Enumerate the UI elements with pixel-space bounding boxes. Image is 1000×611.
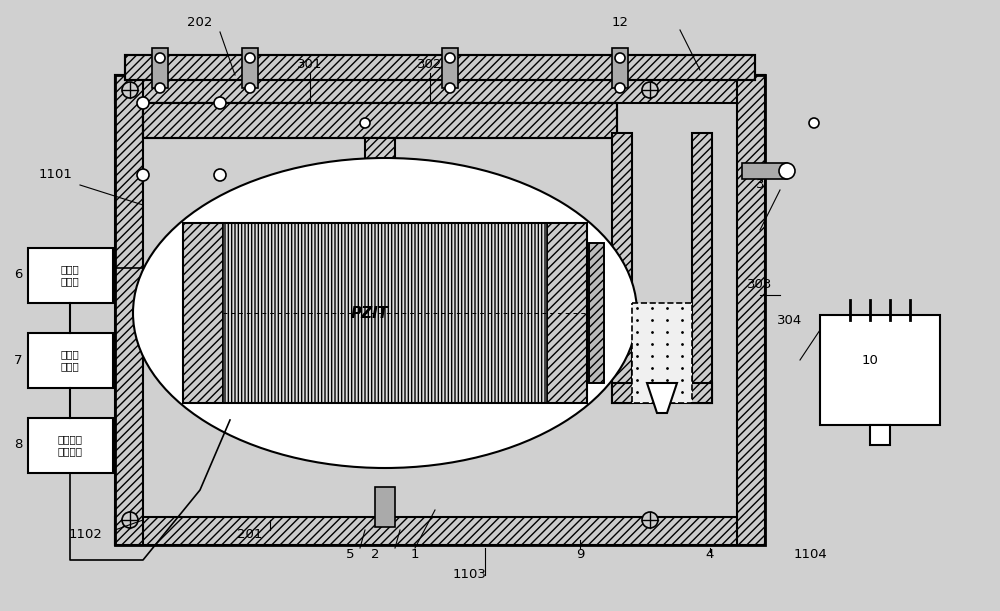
Text: 信号调
理单元: 信号调 理单元 [61, 264, 79, 286]
Text: 303: 303 [747, 279, 773, 291]
Text: 10: 10 [862, 354, 878, 367]
FancyBboxPatch shape [152, 48, 168, 88]
Circle shape [642, 82, 658, 98]
Text: 201: 201 [237, 529, 263, 541]
Text: 1103: 1103 [453, 568, 487, 582]
Text: 202: 202 [187, 15, 213, 29]
Text: 1101: 1101 [38, 169, 72, 181]
Text: 5: 5 [346, 549, 354, 562]
Bar [143, 103, 617, 138]
Text: 7: 7 [14, 354, 22, 367]
Circle shape [615, 83, 625, 93]
Bar [547, 223, 587, 403]
Circle shape [245, 83, 255, 93]
Circle shape [137, 97, 149, 109]
Text: 压电陶瓷
高压电源: 压电陶瓷 高压电源 [58, 434, 82, 456]
Text: 单片机
控制器: 单片机 控制器 [61, 349, 79, 371]
Circle shape [155, 53, 165, 63]
Bar [223, 223, 547, 403]
Text: 9: 9 [576, 549, 584, 562]
Bar [612, 383, 712, 403]
Bar [692, 133, 712, 403]
Text: 301: 301 [297, 59, 323, 71]
Circle shape [214, 97, 226, 109]
Circle shape [642, 512, 658, 528]
Circle shape [445, 83, 455, 93]
Circle shape [137, 169, 149, 181]
Circle shape [360, 118, 370, 128]
Bar [115, 517, 765, 545]
Ellipse shape [133, 158, 637, 468]
Circle shape [214, 169, 226, 181]
Bar [115, 75, 765, 103]
Polygon shape [647, 383, 677, 413]
Circle shape [155, 83, 165, 93]
Circle shape [445, 53, 455, 63]
Text: PZIT: PZIT [351, 306, 389, 321]
FancyBboxPatch shape [242, 48, 258, 88]
Bar [125, 55, 755, 80]
Text: 2: 2 [371, 549, 379, 562]
Bar [632, 303, 692, 403]
Circle shape [122, 82, 138, 98]
FancyBboxPatch shape [820, 315, 940, 425]
Circle shape [809, 118, 819, 128]
FancyBboxPatch shape [375, 487, 395, 527]
Circle shape [779, 163, 795, 179]
Text: 8: 8 [14, 439, 22, 452]
Bar [589, 243, 604, 383]
Circle shape [245, 53, 255, 63]
Text: 3: 3 [756, 178, 764, 191]
Text: 6: 6 [14, 268, 22, 282]
FancyBboxPatch shape [612, 48, 628, 88]
Text: 1: 1 [411, 549, 419, 562]
FancyBboxPatch shape [742, 163, 787, 179]
FancyBboxPatch shape [442, 48, 458, 88]
Text: 4: 4 [706, 549, 714, 562]
Text: 302: 302 [417, 59, 443, 71]
Circle shape [615, 53, 625, 63]
Bar [612, 133, 632, 403]
Text: 304: 304 [777, 313, 803, 326]
Bar [365, 138, 395, 168]
Bar [183, 223, 223, 403]
FancyBboxPatch shape [28, 333, 113, 388]
Circle shape [122, 512, 138, 528]
FancyBboxPatch shape [28, 418, 113, 473]
FancyBboxPatch shape [870, 425, 890, 445]
Bar [737, 75, 765, 545]
Text: 1102: 1102 [68, 529, 102, 541]
Text: 1104: 1104 [793, 549, 827, 562]
FancyBboxPatch shape [28, 248, 113, 303]
Bar [115, 75, 143, 545]
Text: 12: 12 [612, 15, 629, 29]
